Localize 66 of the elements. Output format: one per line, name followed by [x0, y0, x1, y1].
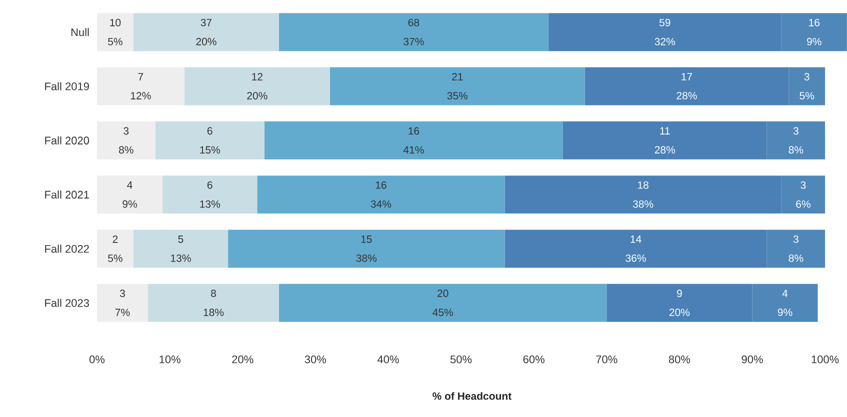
data-label: 6 15%: [200, 127, 220, 154]
data-label: 6 13%: [200, 181, 220, 208]
y-tick-label: Null: [71, 28, 89, 36]
bar: [148, 284, 280, 322]
data-label: 7 12%: [130, 73, 151, 100]
bar: [330, 67, 585, 106]
data-label: 2 5%: [108, 236, 122, 262]
y-tick-label: Fall 2019: [45, 82, 89, 90]
data-label: 10 5%: [108, 18, 122, 46]
data-label: 16 41%: [403, 127, 424, 154]
bar: [162, 176, 258, 214]
bar: [155, 121, 264, 160]
data-label: 15 38%: [356, 236, 377, 262]
data-label: 14 36%: [626, 236, 646, 262]
y-tick-label: Fall 2022: [45, 244, 89, 253]
data-label: 3 7%: [115, 290, 130, 316]
data-label: 8 18%: [204, 290, 224, 316]
data-label: 3 8%: [118, 127, 134, 154]
bar: [97, 67, 184, 106]
bar: [97, 176, 163, 214]
data-label: 4 9%: [122, 181, 137, 208]
data-label: 12 20%: [247, 73, 268, 100]
data-label: 16 34%: [370, 181, 392, 208]
y-tick-label: Fall 2023: [45, 298, 89, 307]
x-tick-label: 70%: [596, 355, 618, 364]
data-label: 17 28%: [676, 73, 697, 100]
data-label: 3 8%: [788, 127, 804, 154]
bar: [279, 13, 548, 52]
x-axis-title: % of Headcount: [432, 392, 512, 400]
x-tick-label: 100%: [812, 355, 839, 364]
data-label: 68 37%: [404, 18, 424, 46]
bar: [97, 230, 134, 268]
bar: [97, 121, 156, 160]
x-tick-label: 0%: [89, 355, 105, 364]
data-label: 4 9%: [778, 290, 792, 316]
bar: [133, 230, 228, 268]
bar: [228, 230, 505, 268]
data-label: 11 28%: [654, 127, 676, 154]
data-label: 3 5%: [800, 73, 814, 100]
bar: [257, 176, 505, 214]
data-label: 3 8%: [788, 236, 804, 262]
data-label: 5 13%: [171, 236, 191, 262]
bar: [264, 121, 563, 160]
data-label: 16 9%: [807, 18, 822, 46]
y-tick-label: Fall 2021: [45, 190, 89, 199]
x-tick-label: 80%: [668, 355, 690, 364]
bar: [279, 284, 607, 322]
data-label: 3 6%: [796, 181, 810, 208]
x-tick-label: 20%: [232, 355, 254, 364]
data-label: 21 35%: [447, 73, 468, 100]
bar: [97, 284, 148, 322]
x-tick-label: 40%: [377, 355, 399, 364]
data-label: 18 38%: [632, 181, 654, 208]
data-label: 59 32%: [654, 18, 676, 46]
x-tick-label: 50%: [450, 355, 472, 364]
x-tick-label: 60%: [523, 355, 544, 364]
bar: [133, 13, 280, 52]
bar: [97, 13, 134, 52]
bar: [184, 67, 330, 106]
y-tick-label: Fall 2020: [45, 136, 90, 144]
x-tick-label: 90%: [742, 355, 763, 364]
data-label: 9 20%: [669, 290, 690, 316]
data-label: 37 20%: [196, 18, 216, 46]
x-tick-label: 10%: [160, 355, 180, 364]
x-tick-label: 30%: [304, 355, 326, 364]
data-label: 20 45%: [432, 290, 453, 316]
